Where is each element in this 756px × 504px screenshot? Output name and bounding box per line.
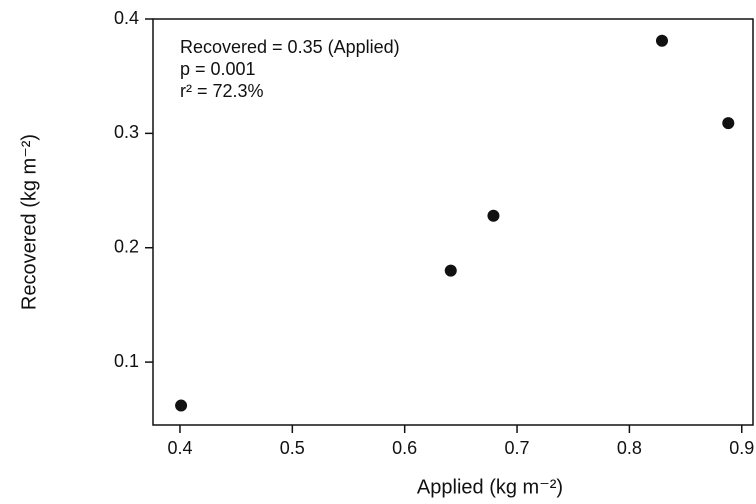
annotation: r² = 72.3% bbox=[180, 81, 264, 101]
annotation: p = 0.001 bbox=[180, 59, 256, 79]
point bbox=[487, 209, 500, 222]
point bbox=[175, 399, 188, 412]
y-tick-label: 0.3 bbox=[114, 122, 139, 142]
point bbox=[722, 117, 735, 130]
x-axis-label: Applied (kg m⁻²) bbox=[417, 476, 563, 498]
y-tick-label: 0.2 bbox=[114, 236, 139, 256]
x-tick-label: 0.5 bbox=[280, 438, 305, 458]
x-tick-label: 0.6 bbox=[392, 438, 417, 458]
y-axis-label: Recovered (kg m⁻²) bbox=[18, 134, 40, 310]
x-tick-label: 0.8 bbox=[617, 438, 642, 458]
point bbox=[444, 264, 457, 277]
x-tick-label: 0.9 bbox=[729, 438, 754, 458]
point bbox=[655, 34, 668, 47]
x-tick-label: 0.7 bbox=[505, 438, 530, 458]
y-tick-label: 0.1 bbox=[114, 351, 139, 371]
x-tick-label: 0.4 bbox=[167, 438, 192, 458]
y-tick-label: 0.4 bbox=[114, 8, 139, 28]
plot-frame bbox=[152, 18, 754, 426]
annotation: Recovered = 0.35 (Applied) bbox=[180, 37, 400, 57]
